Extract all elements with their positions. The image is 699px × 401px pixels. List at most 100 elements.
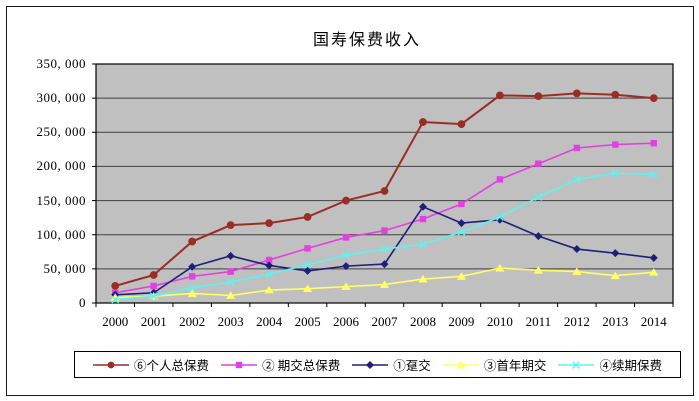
data-point-marker bbox=[188, 273, 196, 280]
data-point-marker bbox=[303, 213, 312, 221]
legend-item-4: ③首年期交 bbox=[442, 355, 547, 374]
data-point-marker bbox=[418, 274, 428, 283]
data-point-marker bbox=[303, 260, 312, 269]
data-point-marker bbox=[226, 291, 236, 299]
data-point-marker bbox=[226, 221, 235, 230]
data-point-marker bbox=[265, 270, 273, 279]
x-axis-tick-label: 2005 bbox=[294, 314, 321, 329]
data-point-marker bbox=[188, 284, 197, 292]
data-point-marker bbox=[265, 219, 274, 228]
data-point-marker bbox=[649, 170, 658, 179]
data-point-marker bbox=[188, 237, 197, 246]
legend-label: ③首年期交 bbox=[483, 359, 547, 373]
data-point-marker bbox=[227, 268, 234, 275]
data-point-marker bbox=[457, 228, 466, 236]
data-point-marker bbox=[342, 262, 351, 271]
data-point-marker bbox=[150, 282, 157, 290]
x-legend-marker-icon bbox=[558, 360, 595, 369]
data-point-marker bbox=[649, 94, 658, 103]
data-point-marker bbox=[303, 266, 312, 275]
x-axis-tick-label: 2006 bbox=[333, 314, 360, 329]
data-point-marker bbox=[381, 227, 388, 234]
data-point-marker bbox=[302, 284, 313, 293]
data-point-marker bbox=[496, 176, 504, 183]
data-point-marker bbox=[188, 262, 197, 271]
data-point-marker bbox=[495, 263, 505, 272]
data-point-marker bbox=[342, 234, 350, 241]
x-axis-tick-label: 2004 bbox=[256, 314, 283, 329]
data-point-marker bbox=[342, 196, 350, 205]
x-axis-tick-label: 2010 bbox=[486, 314, 513, 329]
data-point-marker bbox=[572, 245, 581, 254]
data-point-marker bbox=[535, 160, 542, 167]
data-point-marker bbox=[264, 285, 274, 294]
data-point-marker bbox=[649, 253, 658, 262]
data-point-marker bbox=[611, 249, 620, 258]
y-axis-tick-label: 50, 000 bbox=[43, 260, 86, 276]
data-point-marker bbox=[187, 289, 197, 297]
data-point-marker bbox=[534, 232, 543, 241]
data-point-marker bbox=[610, 271, 620, 280]
data-point-marker bbox=[496, 213, 504, 221]
x-axis-tick-label: 2014 bbox=[640, 314, 667, 329]
y-axis-tick-label: 350, 000 bbox=[36, 56, 86, 71]
data-point-marker bbox=[534, 193, 543, 202]
x-axis-tick-label: 2008 bbox=[409, 314, 436, 329]
data-point-marker bbox=[533, 266, 543, 274]
x-axis-tick-label: 2000 bbox=[102, 314, 129, 329]
legend-item-2: ② 期交总保费 bbox=[221, 355, 340, 374]
data-point-marker bbox=[111, 295, 120, 304]
chart-title: 国寿保费收入 bbox=[312, 32, 421, 49]
legend-label: ⑥个人总保费 bbox=[134, 359, 210, 373]
data-point-marker bbox=[650, 140, 657, 147]
data-point-marker bbox=[341, 282, 351, 291]
diamond-legend-marker-icon bbox=[352, 360, 389, 369]
data-point-marker bbox=[457, 219, 466, 228]
data-point-marker bbox=[419, 240, 427, 249]
data-point-marker bbox=[572, 267, 582, 275]
data-point-marker bbox=[226, 251, 235, 260]
data-point-marker bbox=[612, 141, 619, 148]
data-point-marker bbox=[380, 187, 389, 195]
x-axis-tick-label: 2013 bbox=[602, 314, 629, 329]
data-point-marker bbox=[458, 200, 465, 208]
data-point-marker bbox=[342, 251, 350, 260]
circle-legend-marker-icon bbox=[93, 361, 129, 368]
y-axis-tick-label: 300, 000 bbox=[36, 90, 86, 106]
data-point-marker bbox=[149, 271, 158, 279]
data-point-marker bbox=[496, 91, 504, 100]
legend-item-1: ⑥个人总保费 bbox=[93, 355, 209, 374]
legend-label: ①趸交 bbox=[393, 359, 431, 373]
x-axis-tick-label: 2001 bbox=[140, 314, 167, 329]
x-axis-tick-label: 2009 bbox=[448, 314, 475, 329]
data-point-marker bbox=[649, 268, 659, 276]
x-axis-tick-label: 2003 bbox=[217, 314, 244, 329]
data-point-marker bbox=[534, 92, 543, 100]
y-axis-tick-label: 100, 000 bbox=[36, 226, 86, 242]
data-point-marker bbox=[419, 215, 427, 223]
legend: ⑥个人总保费 ② 期交总保费 ①趸交 ③首年期交 ④续期保费 bbox=[74, 351, 681, 378]
y-axis-tick-label: 250, 000 bbox=[36, 124, 86, 140]
data-point-marker bbox=[456, 272, 467, 280]
data-point-marker bbox=[149, 292, 158, 301]
data-point-marker bbox=[379, 280, 390, 288]
data-point-marker bbox=[304, 245, 311, 252]
y-axis-tick-label: 200, 000 bbox=[36, 158, 86, 174]
x-axis-tick-label: 2002 bbox=[179, 314, 206, 329]
data-point-marker bbox=[418, 202, 427, 211]
data-point-marker bbox=[573, 144, 581, 152]
data-point-marker bbox=[380, 260, 389, 269]
legend-item-3: ①趸交 bbox=[352, 355, 431, 374]
legend-item-5: ④续期保费 bbox=[558, 355, 662, 374]
x-axis-tick-label: 2007 bbox=[371, 314, 398, 329]
data-point-marker bbox=[611, 90, 620, 99]
data-point-marker bbox=[419, 118, 427, 126]
data-point-marker bbox=[265, 261, 274, 270]
data-point-marker bbox=[111, 282, 120, 290]
data-point-marker bbox=[265, 256, 273, 264]
data-point-marker bbox=[226, 277, 235, 286]
y-axis-tick-label: 150, 000 bbox=[36, 192, 86, 208]
data-point-marker bbox=[457, 120, 466, 128]
legend-label: ② 期交总保费 bbox=[262, 359, 341, 373]
